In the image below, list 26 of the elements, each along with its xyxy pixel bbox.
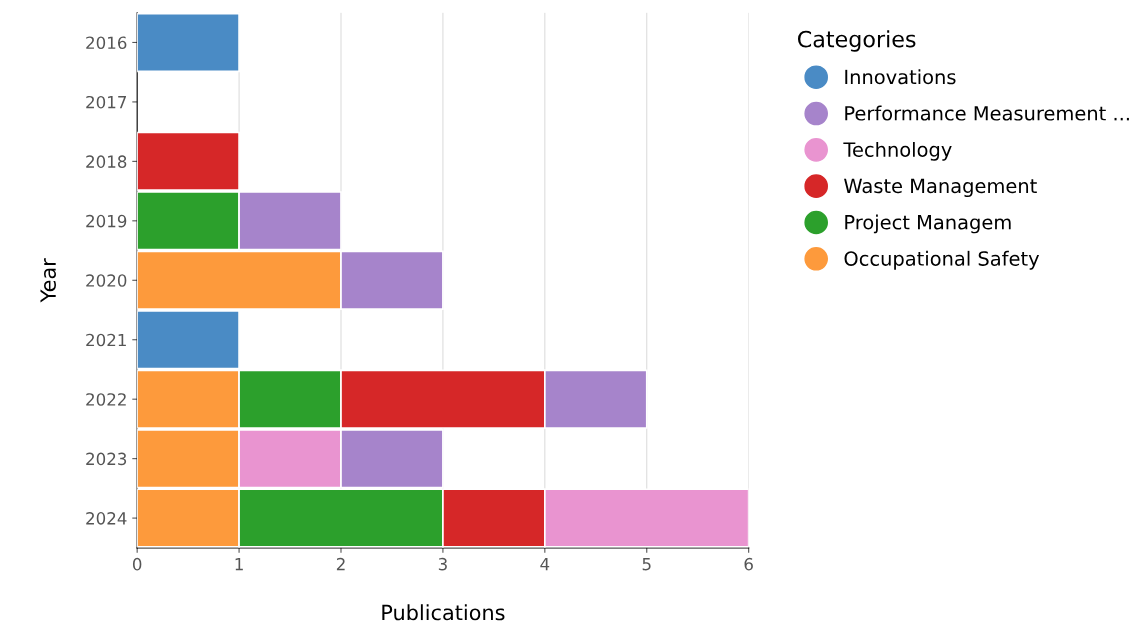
y-tick-label: 2017 <box>86 95 127 109</box>
legend-label: Waste Management <box>844 178 1037 198</box>
legend-label: Project Managem <box>845 214 1011 234</box>
y-axis-title: Year <box>40 258 56 303</box>
x-tick-label: 6 <box>744 557 753 571</box>
y-tick-label: 2018 <box>86 155 127 168</box>
legend-title: Categories <box>797 30 916 52</box>
x-tick-label: 1 <box>235 558 243 571</box>
x-tick-label: 5 <box>642 558 651 571</box>
legend-label: Occupational Safety <box>844 250 1040 270</box>
y-tick-label: 2022 <box>86 393 126 406</box>
y-tick-label: 2023 <box>86 452 127 466</box>
legend-label: Innovations <box>845 69 956 85</box>
bar <box>137 12 240 73</box>
y-tick-label: 2020 <box>86 274 127 287</box>
y-tick-label: 2016 <box>86 36 127 50</box>
y-tick-label: 2024 <box>86 512 127 525</box>
x-tick-label: 3 <box>438 557 447 571</box>
x-axis-title: Publications <box>382 604 505 621</box>
legend-label: Performance Measurement ... <box>845 105 1129 121</box>
y-tick-label: 2021 <box>86 333 126 347</box>
y-tick-label: 2019 <box>86 214 127 228</box>
legend-label: Technology <box>843 141 952 161</box>
x-tick-label: 4 <box>540 558 550 571</box>
x-tick-label: 0 <box>132 557 142 571</box>
x-tick-label: 2 <box>336 557 345 571</box>
